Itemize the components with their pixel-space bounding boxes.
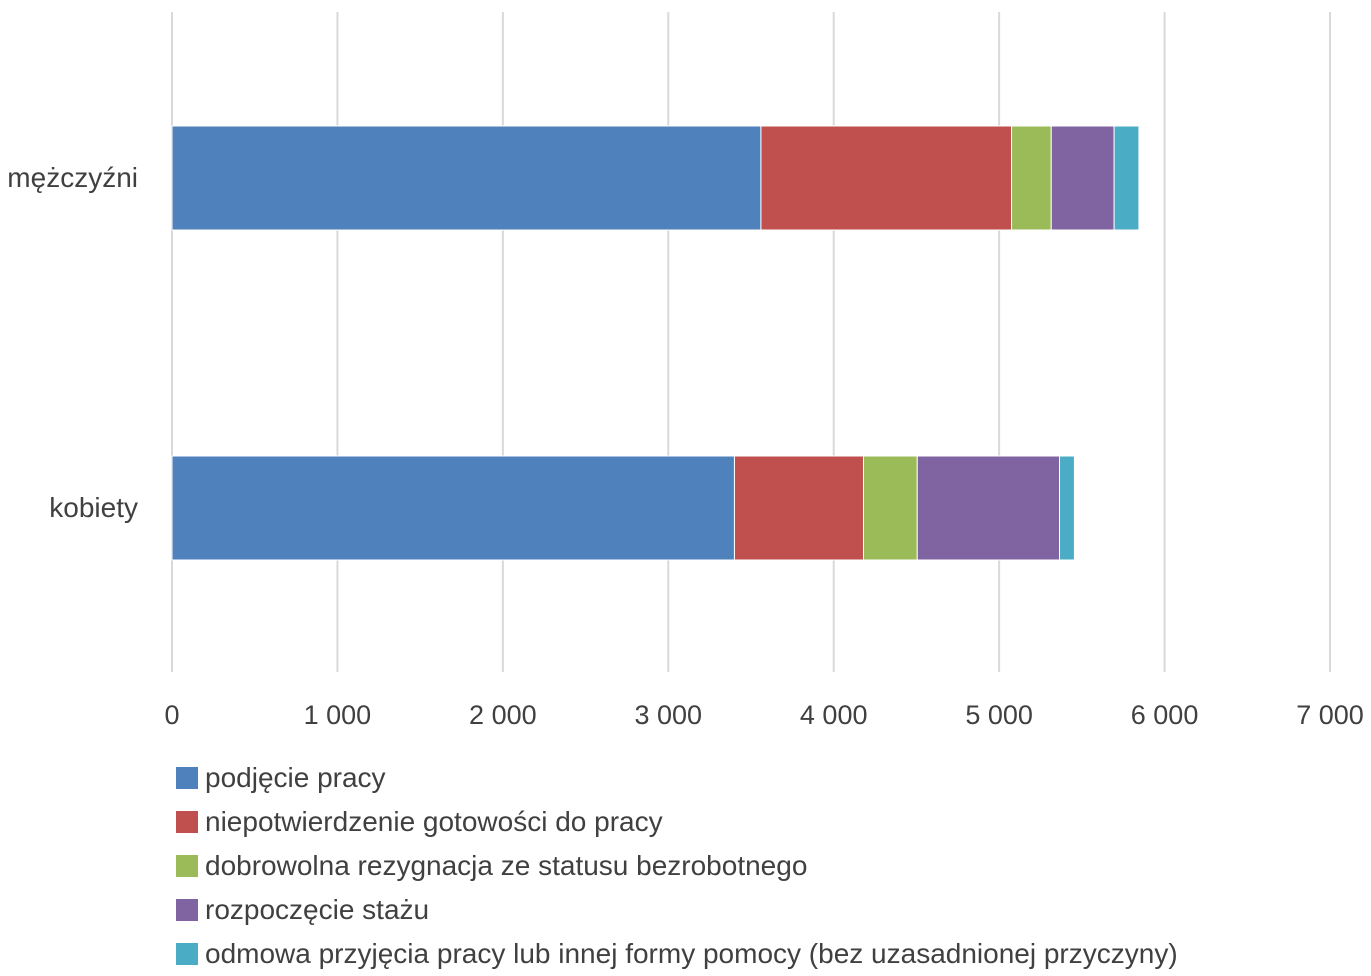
x-tick-label: 7 000 <box>1296 700 1364 730</box>
legend: podjęcie pracy niepotwierdzenie gotowośc… <box>176 756 1178 976</box>
legend-label: rozpoczęcie stażu <box>205 894 430 925</box>
legend-item: podjęcie pracy <box>176 756 1178 800</box>
x-tick-label: 1 000 <box>303 700 372 730</box>
bar-segment <box>1050 125 1115 231</box>
legend-item: niepotwierdzenie gotowości do pracy <box>176 800 1178 844</box>
x-tick-label: 0 <box>164 700 180 730</box>
bar-segment <box>171 455 735 561</box>
bars <box>171 125 1140 561</box>
category-label-women: kobiety <box>49 492 138 523</box>
x-tick-label: 6 000 <box>1130 700 1199 730</box>
legend-item: dobrowolna rezygnacja ze statusu bezrobo… <box>176 844 1178 888</box>
bar-segment <box>1059 455 1075 561</box>
x-tick-label: 3 000 <box>634 700 703 730</box>
bar-segment <box>1011 125 1052 231</box>
legend-swatch <box>176 767 198 789</box>
x-tick-label: 2 000 <box>469 700 537 730</box>
gridlines <box>171 12 1331 672</box>
x-tick-label: 4 000 <box>799 700 868 730</box>
bar-segment <box>760 125 1013 231</box>
legend-swatch <box>176 943 198 965</box>
legend-item: rozpoczęcie stażu <box>176 888 1178 932</box>
legend-label: podjęcie pracy <box>205 762 386 793</box>
category-label-men: mężczyźni <box>7 162 138 193</box>
legend-swatch <box>176 899 198 921</box>
bar-segment <box>733 455 864 561</box>
legend-swatch <box>176 855 198 877</box>
legend-label: dobrowolna rezygnacja ze statusu bezrobo… <box>205 850 808 881</box>
legend-label: niepotwierdzenie gotowości do pracy <box>205 806 663 837</box>
bar-segment <box>1113 125 1140 231</box>
bar-segment <box>862 455 918 561</box>
bar-segment <box>916 455 1061 561</box>
legend-item: odmowa przyjęcia pracy lub innej formy p… <box>176 932 1178 976</box>
legend-label: odmowa przyjęcia pracy lub innej formy p… <box>205 938 1178 969</box>
legend-swatch <box>176 811 198 833</box>
x-tick-label: 5 000 <box>965 700 1033 730</box>
bar-segment <box>171 125 762 231</box>
